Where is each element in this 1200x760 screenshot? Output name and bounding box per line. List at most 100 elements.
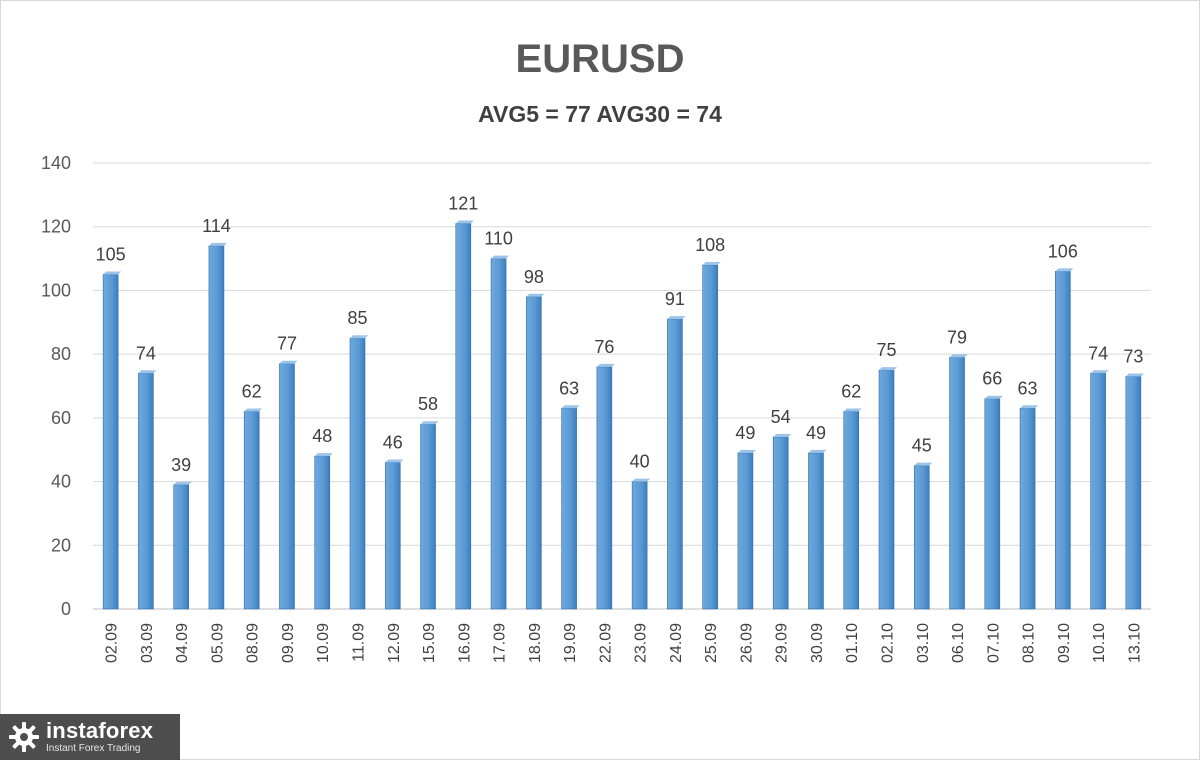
data-label: 105	[96, 245, 126, 265]
bar-top-face	[1020, 405, 1039, 409]
x-tick-label: 05.09	[209, 623, 226, 663]
x-tick-label: 08.09	[245, 623, 262, 663]
bar-top-face	[1090, 370, 1109, 374]
x-tick-label: 26.09	[738, 623, 755, 663]
data-label: 66	[982, 369, 1002, 389]
data-label: 106	[1048, 241, 1078, 261]
data-label: 46	[383, 432, 403, 452]
chart-title: EURUSD	[515, 37, 685, 81]
bar-top-face	[843, 408, 862, 412]
bar-top-face	[737, 449, 756, 453]
x-tick-label: 19.09	[562, 623, 579, 663]
data-label: 54	[771, 407, 791, 427]
bar-22.09	[596, 366, 613, 610]
chart-subtitle: AVG5 = 77 AVG30 = 74	[478, 101, 722, 127]
bar-02.10	[878, 369, 895, 610]
bar-08.09	[243, 411, 260, 610]
bar-top-face	[596, 363, 615, 367]
bars	[102, 220, 1144, 610]
x-axis: 02.09 03.09 04.09 05.09 08.09 09.09 10.09 11.09…	[104, 623, 1144, 663]
bar-top-face	[561, 405, 580, 409]
data-label: 76	[594, 337, 614, 357]
bar-top-face	[455, 220, 474, 224]
y-tick-label: 100	[41, 280, 71, 300]
data-label: 49	[735, 423, 755, 443]
bar-top-face	[491, 255, 510, 259]
data-label: 49	[806, 423, 826, 443]
x-tick-label: 13.10	[1126, 623, 1143, 663]
x-tick-label: 30.09	[809, 623, 826, 663]
bar-16.09	[455, 223, 472, 610]
x-tick-label: 11.09	[351, 623, 368, 662]
x-tick-label: 23.09	[633, 623, 650, 663]
bar-30.09	[808, 452, 824, 610]
bar-17.09	[490, 258, 507, 610]
logo-brand: instaforex	[46, 718, 154, 743]
bar-10.10	[1090, 372, 1106, 610]
bar-09.09	[279, 363, 295, 610]
bar-13.10	[1125, 376, 1142, 610]
instaforex-logo: instaforex Instant Forex Trading	[0, 714, 180, 760]
data-label: 75	[876, 340, 896, 360]
bar-01.10	[843, 411, 860, 610]
bar-top-face	[385, 459, 404, 463]
y-tick-label: 0	[61, 599, 71, 619]
bar-top-face	[773, 433, 792, 437]
bar-24.09	[667, 318, 683, 610]
bar-18.09	[526, 296, 542, 610]
data-label: 73	[1123, 346, 1143, 366]
x-tick-label: 02.09	[104, 623, 121, 663]
bar-02.09	[102, 274, 119, 610]
bar-top-face	[350, 335, 368, 339]
data-label: 85	[347, 308, 367, 328]
data-label: 110	[484, 229, 513, 249]
x-tick-label: 29.09	[774, 623, 791, 663]
x-tick-label: 15.09	[421, 623, 438, 663]
x-tick-label: 25.09	[703, 623, 720, 663]
bar-top-face	[526, 293, 545, 297]
bar-top-face	[702, 261, 721, 265]
data-label: 98	[524, 267, 544, 287]
bar-top-face	[314, 453, 333, 457]
data-label: 58	[418, 394, 438, 414]
data-label: 121	[448, 194, 478, 214]
y-tick-label: 120	[41, 217, 71, 237]
bar-top-face	[949, 354, 968, 358]
bar-05.09	[208, 245, 225, 610]
gridlines	[93, 162, 1151, 610]
x-tick-label: 10.10	[1091, 623, 1108, 663]
data-label: 74	[1088, 343, 1108, 363]
bar-top-face	[138, 370, 157, 374]
x-tick-label: 02.10	[880, 623, 897, 663]
x-tick-label: 03.10	[915, 623, 932, 663]
bar-11.09	[349, 337, 366, 610]
bar-top-face	[208, 242, 227, 246]
y-tick-label: 140	[41, 153, 71, 173]
bar-top-face	[420, 421, 439, 425]
x-tick-label: 07.10	[985, 623, 1002, 663]
data-label: 63	[559, 378, 579, 398]
x-tick-label: 16.09	[456, 623, 473, 663]
bar-15.09	[420, 423, 436, 610]
x-tick-label: 03.09	[139, 623, 156, 663]
bar-top-face	[103, 271, 122, 275]
y-axis: 0 20 40 60 80 100 120 140	[41, 153, 71, 619]
data-label: 63	[1018, 378, 1038, 398]
data-label: 79	[947, 327, 967, 347]
y-tick-label: 60	[51, 408, 71, 428]
x-tick-label: 12.09	[386, 623, 403, 663]
data-label: 77	[277, 334, 297, 354]
data-label: 45	[912, 436, 932, 456]
bar-top-face	[879, 367, 897, 371]
data-labels: 105 74 39 114 62 77 48 85 46 58 121 110 98 63 76 40 91 10…	[96, 194, 1144, 475]
x-tick-label: 09.09	[280, 623, 297, 663]
y-tick-label: 40	[51, 472, 71, 492]
x-tick-label: 18.09	[527, 623, 544, 663]
bar-top-face	[1055, 268, 1074, 272]
bar-03.10	[913, 465, 930, 610]
bar-top-face	[667, 316, 686, 320]
bar-12.09	[384, 462, 401, 610]
bar-top-face	[808, 449, 827, 453]
data-label: 108	[695, 235, 725, 255]
